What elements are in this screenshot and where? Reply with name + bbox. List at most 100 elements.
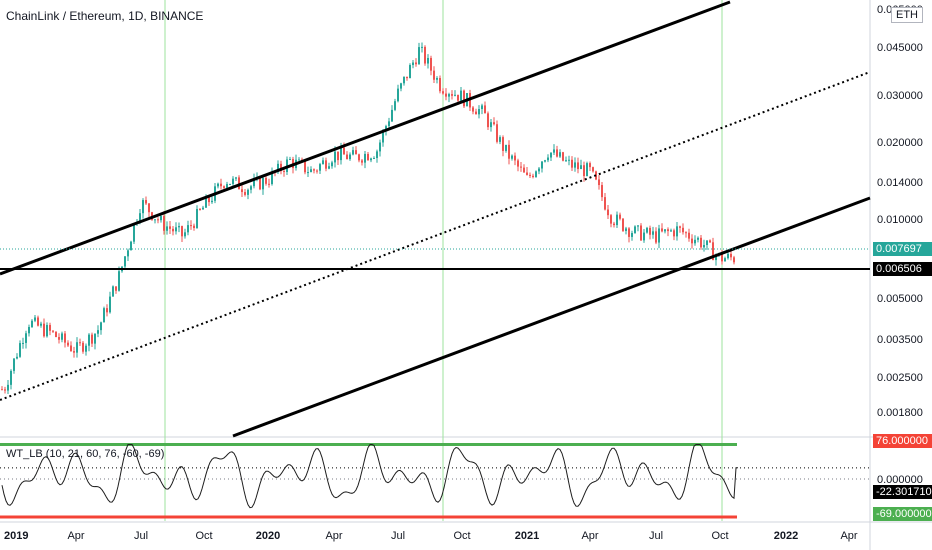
candle-body: [532, 175, 534, 177]
candle-body: [325, 160, 327, 169]
candle-body: [694, 239, 696, 244]
candle-body: [370, 158, 372, 161]
candle-body: [124, 256, 126, 267]
candle-body: [229, 183, 231, 185]
candle-body: [130, 241, 132, 251]
chart-title: ChainLink / Ethereum, 1D, BINANCE: [6, 9, 204, 23]
candle-body: [139, 213, 141, 222]
candle-body: [205, 197, 207, 208]
candle-body: [280, 163, 282, 172]
candle-body: [715, 255, 717, 261]
candle-body: [661, 228, 663, 232]
candle-body: [394, 101, 396, 110]
candle-body: [379, 142, 381, 152]
candle-body: [553, 149, 555, 153]
candle-body: [418, 47, 420, 65]
candle-body: [688, 232, 690, 239]
candle-body: [421, 46, 423, 48]
candle-body: [628, 228, 630, 237]
candle-body: [184, 232, 186, 237]
candle-body: [187, 225, 189, 233]
candle-body: [367, 153, 369, 161]
candle-body: [358, 154, 360, 161]
candle-body: [64, 333, 66, 343]
candle-body: [223, 186, 225, 188]
candle-body: [37, 317, 39, 326]
candle-body: [160, 216, 162, 221]
candle-body: [424, 46, 426, 64]
candle-body: [448, 94, 450, 97]
candle-body: [226, 184, 228, 188]
candle-body: [433, 70, 435, 80]
time-tick-label: Oct: [711, 530, 728, 542]
time-tick-label: 2019: [4, 530, 28, 542]
candle-body: [55, 331, 57, 338]
candle-body: [514, 155, 516, 161]
candle-body: [523, 167, 525, 173]
candle-body: [643, 232, 645, 241]
candle-body: [202, 207, 204, 210]
candle-body: [142, 200, 144, 214]
candle-body: [232, 178, 234, 184]
currency-button[interactable]: ETH: [891, 7, 923, 23]
upper-channel-line: [0, 0, 731, 276]
candle-body: [70, 345, 72, 352]
candle-body: [346, 154, 348, 160]
candle-body: [622, 218, 624, 231]
price-tick-label: 0.005000: [877, 293, 923, 305]
candle-body: [571, 159, 573, 168]
candle-body: [544, 160, 546, 162]
candle-body: [118, 271, 120, 291]
candle-body: [217, 183, 219, 187]
middle-channel-line: [0, 71, 871, 401]
candle-body: [157, 219, 159, 221]
candle-body: [73, 351, 75, 353]
candle-body: [13, 358, 15, 371]
candle-body: [439, 78, 441, 92]
candle-body: [283, 171, 285, 173]
axes: 0.0650000.0450000.0300000.0200000.014000…: [4, 4, 923, 542]
candle-body: [646, 227, 648, 233]
price-tick-label: 0.010000: [877, 214, 923, 226]
candle-body: [475, 111, 477, 115]
candle-body: [40, 323, 42, 326]
candle-body: [298, 159, 300, 161]
candle-body: [289, 159, 291, 161]
time-tick-label: 2021: [515, 530, 539, 542]
candle-body: [91, 334, 93, 344]
candle-body: [376, 151, 378, 159]
candle-body: [574, 162, 576, 168]
candle-body: [412, 62, 414, 66]
candle-body: [349, 154, 351, 160]
time-tick-label: Apr: [840, 530, 857, 542]
candle-body: [331, 162, 333, 167]
candle-body: [505, 144, 507, 151]
candle-body: [700, 237, 702, 248]
indicator-label: WT_LB (10, 21, 60, 76, -60, -69): [6, 448, 165, 460]
candle-body: [562, 152, 564, 161]
candle-body: [313, 169, 315, 171]
time-tick-label: Jul: [391, 530, 405, 542]
candle-body: [538, 168, 540, 172]
candle-body: [250, 186, 252, 190]
candle-body: [388, 121, 390, 127]
candle-body: [583, 165, 585, 177]
candle-body: [28, 326, 30, 334]
wt-tick-label: 0.000000: [877, 474, 923, 486]
candle-body: [640, 225, 642, 241]
candle-body: [457, 94, 459, 101]
candle-body: [685, 232, 687, 234]
candle-body: [520, 166, 522, 168]
candle-body: [577, 162, 579, 170]
candle-body: [199, 208, 201, 210]
candle-body: [190, 225, 192, 227]
candle-body: [427, 57, 429, 64]
candle-body: [244, 192, 246, 195]
candle-body: [178, 226, 180, 228]
time-tick-label: Apr: [325, 530, 342, 542]
price-tick-label: 0.030000: [877, 90, 923, 102]
candle-body: [649, 227, 651, 235]
candle-body: [373, 158, 375, 160]
candle-body: [436, 78, 438, 80]
